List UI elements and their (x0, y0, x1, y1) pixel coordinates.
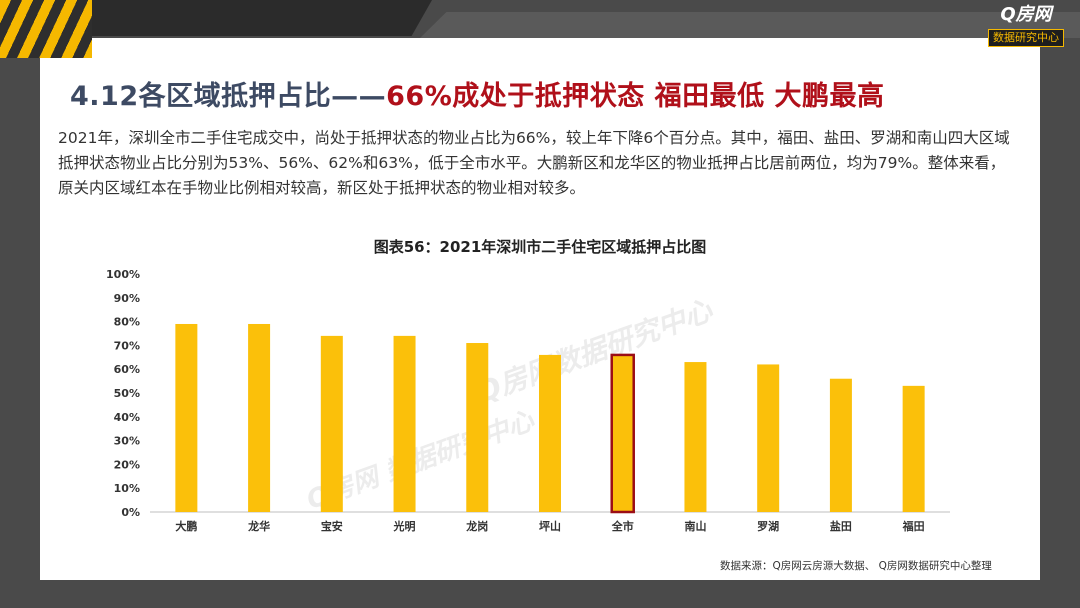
y-tick-label: 10% (114, 482, 140, 495)
brand-logo: Q房网 数据研究中心 (980, 4, 1072, 48)
bar (829, 378, 852, 512)
bar (175, 323, 198, 512)
chart-title: 图表56：2021年深圳市二手住宅区域抵押占比图 (373, 238, 707, 256)
x-tick-label: 大鹏 (175, 519, 197, 533)
x-tick-label: 龙华 (247, 519, 270, 533)
page-title: 4.12各区域抵押占比——66%成处于抵押状态 福田最低 大鹏最高 (70, 74, 1030, 114)
x-tick-label: 福田 (902, 519, 925, 533)
logo-main-text: Q房网 (1000, 4, 1052, 25)
bar (248, 323, 271, 512)
x-tick-label: 南山 (684, 519, 706, 533)
y-tick-label: 30% (114, 435, 140, 448)
y-tick-label: 50% (114, 387, 140, 400)
header-stripes (0, 0, 92, 58)
bar-chart: 0% 10% 20% 30% 40% 50% 60% 70% 80% 90% 100% 大鹏 龙华 宝安 光… (106, 268, 950, 533)
header-gray-bar (420, 12, 1080, 38)
y-tick-label: 90% (114, 292, 140, 305)
bar-highlight (610, 353, 635, 514)
y-tick-label: 40% (114, 411, 140, 424)
bar (393, 335, 416, 512)
x-tick-label: 龙岗 (465, 519, 488, 533)
logo-sub-text: 数据研究中心 (988, 29, 1064, 47)
bar (320, 335, 343, 512)
y-tick-label: 70% (114, 339, 140, 352)
y-tick-label: 80% (114, 316, 140, 329)
y-tick-label: 60% (114, 363, 140, 376)
description-text: 2021年，深圳全市二手住宅成交中，尚处于抵押状态的物业占比为66%，较上年下降… (58, 129, 1010, 197)
x-tick-label: 罗湖 (757, 519, 779, 533)
x-tick-label: 宝安 (321, 519, 343, 533)
header-bar (92, 0, 432, 36)
x-tick-label: 光明 (393, 519, 416, 533)
title-part-2: 66%成处于抵押状态 福田最低 大鹏最高 (386, 81, 885, 112)
y-tick-label: 20% (114, 458, 140, 471)
y-tick-label: 100% (106, 268, 140, 281)
bar (757, 364, 780, 512)
x-tick-label: 盐田 (830, 519, 852, 533)
y-tick-label: 0% (121, 506, 140, 519)
x-tick-label: 坪山 (539, 519, 561, 533)
bar (539, 354, 561, 512)
title-part-1: 4.12各区域抵押占比—— (70, 81, 387, 112)
bar (902, 385, 925, 512)
bar (466, 343, 489, 512)
x-tick-label: 全市 (611, 519, 634, 533)
data-source-note: 数据来源：Q房网云房源大数据、 Q房网数据研究中心整理 (720, 560, 992, 572)
bar (684, 362, 707, 512)
